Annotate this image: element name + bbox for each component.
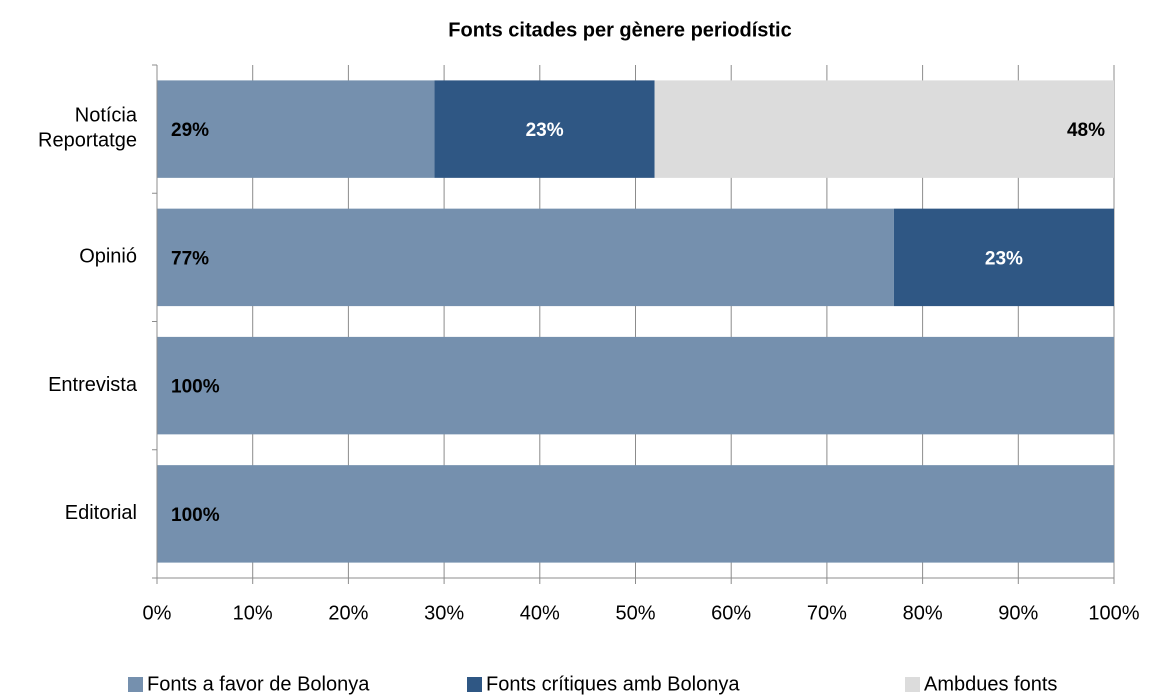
x-tick-label: 10% <box>233 602 273 624</box>
legend-label: Fonts crítiques amb Bolonya <box>486 673 740 695</box>
legend-swatch <box>905 677 920 692</box>
data-label: 100% <box>171 505 220 526</box>
data-label: 23% <box>985 248 1023 269</box>
x-tick-label: 80% <box>903 602 943 624</box>
x-tick-label: 40% <box>520 602 560 624</box>
data-label: 100% <box>171 377 220 398</box>
y-tick-label: Notícia Reportatge <box>38 105 138 152</box>
x-tick-label: 50% <box>615 602 655 624</box>
legend-swatch <box>128 677 143 692</box>
bar-segment <box>157 465 1114 563</box>
legend-label: Fonts a favor de Bolonya <box>147 673 370 695</box>
legend-swatch <box>467 677 482 692</box>
data-label: 48% <box>1067 120 1105 141</box>
x-tick-label: 20% <box>328 602 368 624</box>
bar-segment <box>434 80 655 178</box>
x-tick-label: 30% <box>424 602 464 624</box>
data-label: 29% <box>171 120 209 141</box>
bar-segment <box>654 80 1114 178</box>
legend-label: Ambdues fonts <box>924 673 1057 695</box>
x-tick-label: 90% <box>998 602 1038 624</box>
y-tick-label: Opinió <box>79 246 137 268</box>
x-tick-label: 70% <box>807 602 847 624</box>
x-tick-label: 100% <box>1088 602 1139 624</box>
y-tick-label: Editorial <box>65 502 137 524</box>
y-tick-label: Entrevista <box>48 374 138 396</box>
bar-segment <box>157 208 894 307</box>
chart-title: Fonts citades per gènere periodístic <box>448 19 791 41</box>
data-label: 23% <box>526 120 564 141</box>
x-tick-label: 0% <box>143 602 172 624</box>
bar-segment <box>157 80 435 178</box>
x-tick-label: 60% <box>711 602 751 624</box>
data-label: 77% <box>171 248 209 269</box>
bar-segment <box>893 208 1114 307</box>
bar-segment <box>157 336 1114 435</box>
